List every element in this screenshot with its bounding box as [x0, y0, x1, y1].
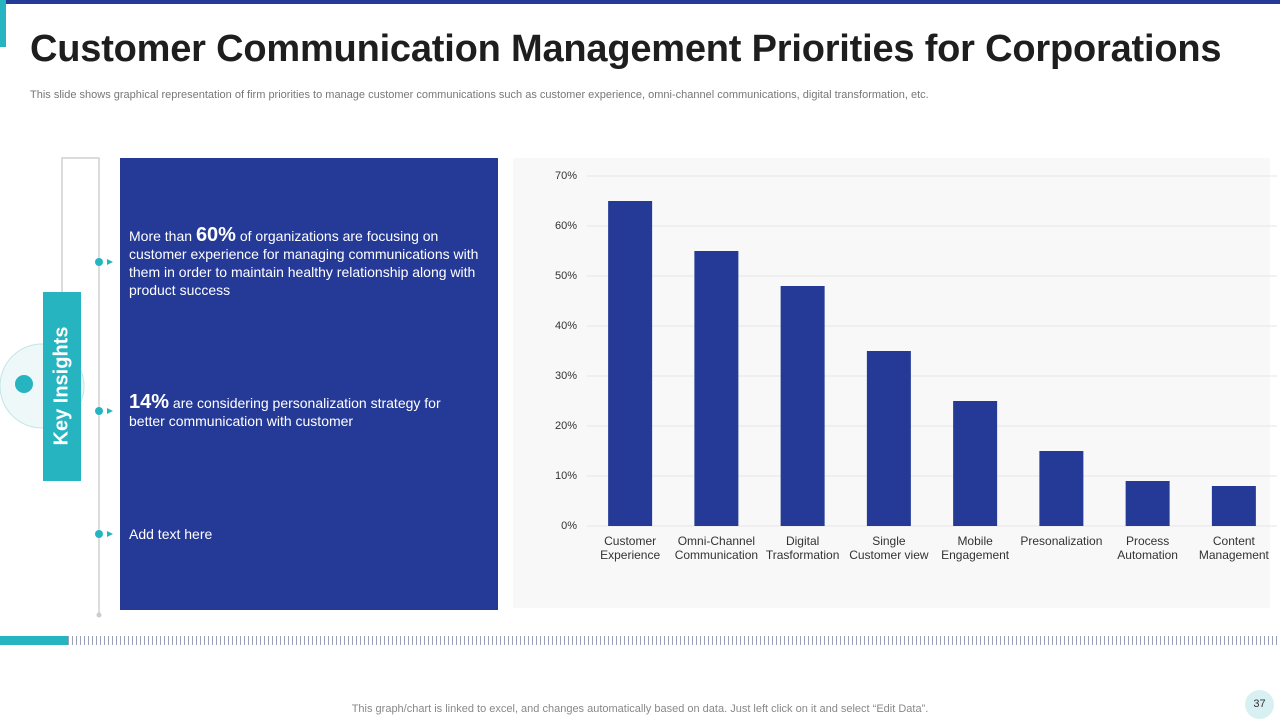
- timeline-end: [96, 612, 102, 618]
- x-tick-label: Digital Trasformation: [765, 534, 840, 562]
- timeline-dot: [95, 407, 103, 415]
- timeline: [61, 157, 100, 615]
- insight-text: are considering personalization strategy…: [129, 395, 441, 429]
- insight-text: Add text here: [129, 526, 213, 542]
- insight-panel: [120, 158, 498, 610]
- insight-highlight: 60%: [195, 224, 236, 246]
- page-number: 37: [1245, 690, 1274, 719]
- y-tick-label: 30%: [555, 370, 577, 382]
- timeline-dot: [95, 530, 103, 538]
- x-tick-label: Process Automation: [1117, 534, 1178, 562]
- timeline-arrow: [107, 408, 113, 414]
- subtitle: This slide shows graphical representatio…: [30, 89, 929, 101]
- y-tick-label: 20%: [555, 420, 577, 432]
- bottom-accent: [0, 636, 68, 645]
- x-tick-label: Mobile Engagement: [941, 534, 1010, 562]
- x-tick-label: Customer Experience: [600, 534, 661, 562]
- y-tick-label: 40%: [555, 320, 577, 332]
- bar: [1211, 486, 1256, 526]
- title-accent: [0, 0, 6, 47]
- insight-text: of organizations are focusing on custome…: [129, 228, 479, 298]
- footer-note: This graph/chart is linked to excel, and…: [351, 703, 929, 715]
- bar: [1039, 451, 1084, 526]
- y-tick-label: 50%: [555, 270, 577, 282]
- bar: [780, 286, 825, 526]
- y-tick-label: 10%: [555, 470, 577, 482]
- bar: [953, 401, 998, 526]
- bottom-stripes: [68, 636, 1280, 645]
- insight-text: More than: [129, 228, 196, 244]
- insight: 14% are considering personalization stra…: [129, 391, 449, 430]
- x-tick-label: Single Customer view: [849, 534, 929, 562]
- key-insights-tab: [43, 292, 81, 481]
- y-tick-label: 70%: [555, 170, 577, 182]
- timeline-arrow: [107, 259, 113, 265]
- timeline-dot: [95, 258, 103, 266]
- x-tick-label: Content Management: [1198, 534, 1269, 562]
- y-tick-label: 60%: [555, 220, 577, 232]
- insight: More than 60% of organizations are focus…: [129, 224, 479, 299]
- x-tick-label: Omni-Channel Communication: [674, 534, 759, 562]
- top-rule: [0, 0, 1280, 4]
- title: Customer Communication Management Priori…: [30, 28, 1222, 70]
- timeline-arrow: [107, 531, 113, 537]
- bar: [866, 351, 911, 526]
- bar: [694, 251, 739, 526]
- bar: [1125, 481, 1170, 526]
- icon: [15, 375, 33, 393]
- y-tick-label: 0%: [561, 520, 577, 532]
- insight: Add text here: [129, 525, 479, 543]
- x-tick-label: Presonalization: [1020, 534, 1103, 548]
- bar: [608, 201, 653, 526]
- key-insights-label: Key Insights: [50, 326, 73, 446]
- insight-highlight: 14%: [129, 391, 170, 413]
